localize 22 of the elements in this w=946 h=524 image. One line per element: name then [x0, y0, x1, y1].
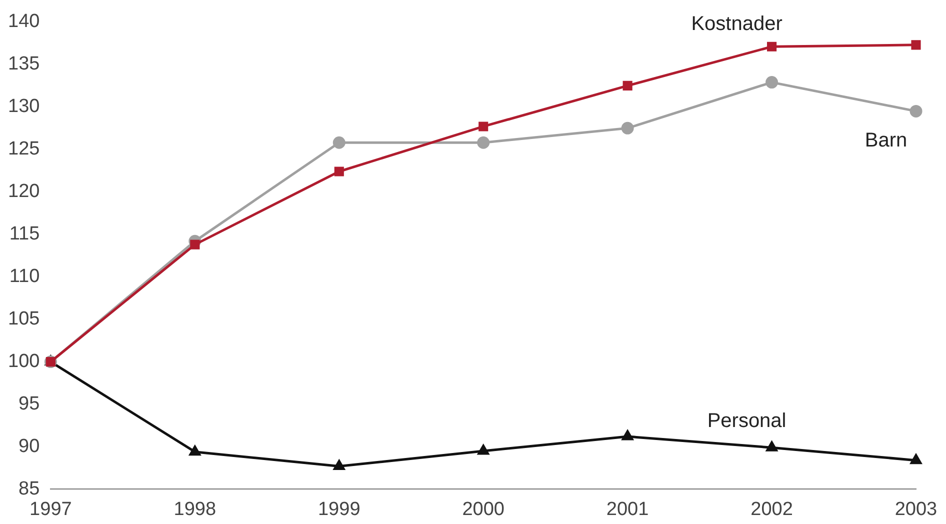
- x-tick-label: 1997: [30, 498, 72, 520]
- x-tick-label: 1999: [318, 498, 360, 520]
- x-tick-label: 2002: [750, 498, 793, 520]
- y-tick-label: 120: [8, 181, 40, 202]
- series-label: Kostnader: [691, 13, 783, 36]
- y-tick-label: 135: [8, 54, 40, 75]
- series-label: Barn: [864, 130, 908, 152]
- y-tick-label: 105: [8, 308, 40, 330]
- y-tick-label: 125: [8, 138, 40, 160]
- x-tick-label: 2001: [606, 498, 649, 520]
- y-tick-label: 110: [9, 266, 40, 288]
- y-tick-label: 95: [18, 393, 40, 414]
- series-label: Personal: [707, 410, 786, 432]
- y-tick-label: 100: [8, 351, 40, 372]
- y-tick-label: 115: [9, 224, 40, 245]
- x-tick-label: 2003: [894, 498, 938, 520]
- y-tick-label: 130: [8, 96, 40, 118]
- x-tick-label: 2000: [462, 498, 504, 520]
- y-tick-label: 140: [8, 11, 40, 32]
- y-tick-label: 85: [18, 478, 40, 500]
- y-tick-label: 90: [18, 436, 40, 457]
- x-tick-label: 1998: [174, 498, 216, 520]
